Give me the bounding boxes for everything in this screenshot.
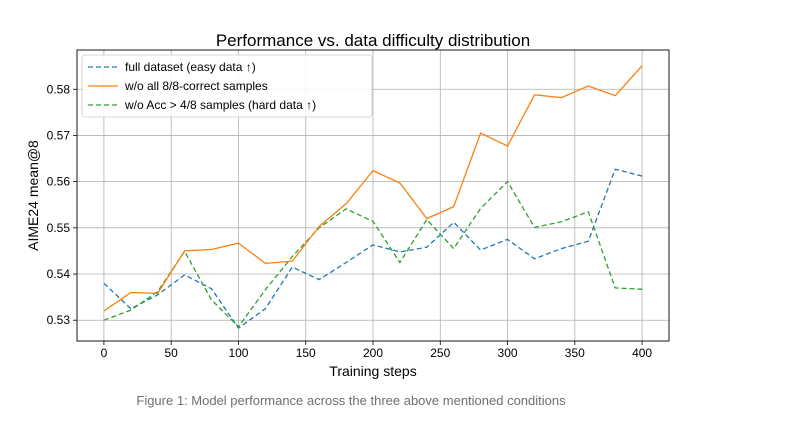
x-tick-label: 200	[363, 346, 383, 360]
legend-box	[81, 54, 373, 118]
figure-caption: Figure 1: Model performance across the t…	[136, 393, 566, 408]
legend-label-1: full dataset (easy data ↑)	[125, 60, 256, 74]
y-tick-label: 0.58	[47, 82, 71, 96]
line-chart: Performance vs. data difficulty distribu…	[25, 31, 670, 379]
y-axis-label: AIME24 mean@8	[25, 140, 41, 251]
y-tick-label: 0.56	[47, 175, 71, 189]
y-tick-label: 0.55	[47, 221, 71, 235]
x-ticks: 0 50 100 150 200 250 300 350 400	[101, 341, 652, 360]
series-line-3	[103, 180, 643, 328]
y-ticks: 0.53 0.54 0.55 0.56 0.57 0.58	[47, 82, 77, 327]
x-tick-label: 300	[498, 346, 518, 360]
y-tick-label: 0.53	[47, 313, 71, 327]
grid-lines	[77, 50, 669, 341]
x-tick-label: 0	[101, 346, 108, 360]
x-tick-label: 150	[296, 346, 316, 360]
x-tick-label: 400	[632, 346, 652, 360]
chart-title: Performance vs. data difficulty distribu…	[216, 31, 530, 50]
x-tick-label: 50	[165, 346, 179, 360]
legend-label-3: w/o Acc > 4/8 samples (hard data ↑)	[124, 98, 316, 112]
x-tick-label: 350	[565, 346, 585, 360]
legend-label-2: w/o all 8/8-correct samples	[124, 79, 268, 93]
series-layer	[103, 65, 643, 329]
y-tick-label: 0.54	[47, 267, 71, 281]
x-tick-label: 100	[228, 346, 248, 360]
y-tick-label: 0.57	[47, 128, 71, 142]
series-line-1	[103, 168, 643, 329]
x-tick-label: 250	[430, 346, 450, 360]
legend: full dataset (easy data ↑) w/o all 8/8-co…	[81, 54, 373, 118]
series-line-2	[103, 65, 643, 312]
x-axis-label: Training steps	[329, 363, 416, 379]
